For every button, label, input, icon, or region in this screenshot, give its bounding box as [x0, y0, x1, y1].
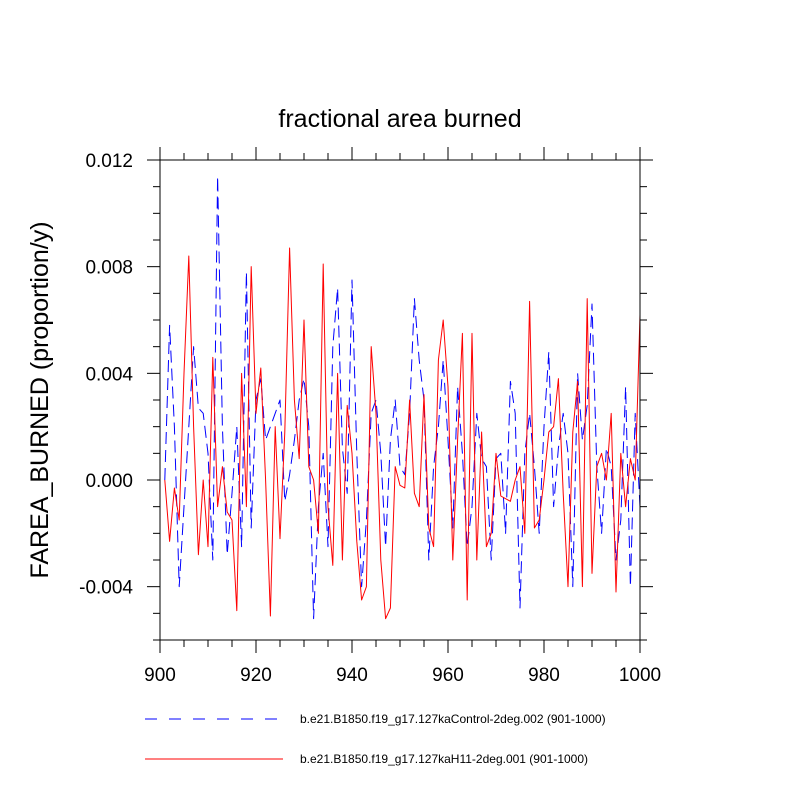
- x-tick-label: 900: [144, 665, 176, 686]
- x-tick-label: 980: [528, 665, 560, 686]
- y-tick-label: 0.012: [85, 151, 133, 172]
- y-tick-label: 0.000: [85, 471, 133, 492]
- y-tick-label: 0.008: [85, 258, 133, 279]
- series-layer: [164, 175, 640, 620]
- x-tick-label: 940: [336, 665, 368, 686]
- x-tick-label: 1000: [619, 665, 661, 686]
- y-tick-label: 0.004: [85, 364, 133, 385]
- chart-title: fractional area burned: [278, 105, 521, 133]
- legend-label-1: b.e21.B1850.f19_g17.127kaControl-2deg.00…: [300, 712, 606, 726]
- series-line-2: [164, 247, 640, 620]
- x-tick-label: 960: [432, 665, 464, 686]
- x-tick-label: 920: [240, 665, 272, 686]
- plot-frame: [159, 159, 641, 641]
- y-axis-label: FAREA_BURNED (proportion/y): [26, 221, 54, 578]
- ticks-layer: 900 920 940 960 980 1000 -0.004 0.000 0.004 0.008…: [79, 147, 661, 686]
- legend-label-2: b.e21.B1850.f19_g17.127kaH11-2deg.001 (9…: [300, 752, 588, 766]
- legend: b.e21.B1850.f19_g17.127kaControl-2deg.00…: [145, 712, 606, 766]
- y-tick-label: -0.004: [79, 578, 133, 599]
